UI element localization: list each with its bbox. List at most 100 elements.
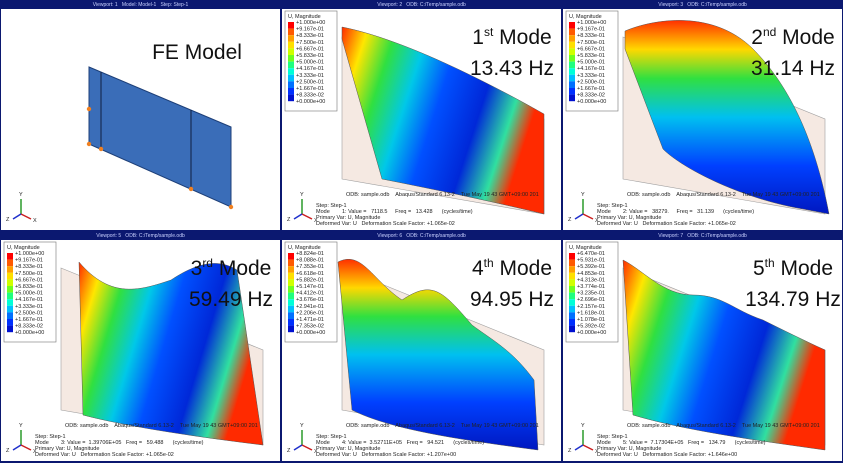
legend-swatch bbox=[569, 260, 575, 267]
legend-value: +2.206e-01 bbox=[296, 310, 324, 316]
viewport-grid: Viewport: 1 Model: Model-1 Step: Step-1F… bbox=[0, 0, 843, 463]
viewport-canvas: FE Model Y Z X bbox=[1, 9, 280, 230]
legend-swatch bbox=[288, 42, 294, 49]
legend-swatch bbox=[569, 88, 575, 95]
triad-label: Z bbox=[568, 217, 572, 223]
legend-swatch bbox=[288, 279, 294, 286]
mode-word: Mode bbox=[782, 26, 835, 49]
legend-swatch bbox=[288, 299, 294, 306]
frequency: 94.95 Hz bbox=[470, 288, 554, 311]
viewport-canvas: U, Magnitude+1.000e+00+9.167e-01+8.333e-… bbox=[282, 9, 561, 230]
legend-swatch bbox=[569, 312, 575, 319]
legend-swatch bbox=[569, 279, 575, 286]
legend-value: +1.078e-01 bbox=[577, 317, 605, 323]
triad-x bbox=[302, 445, 312, 450]
deformed-var: Deformed Var: U Deformation Scale Factor… bbox=[35, 452, 174, 458]
triad-z bbox=[13, 214, 21, 219]
triad-label: X bbox=[33, 449, 37, 455]
legend-swatch bbox=[569, 253, 575, 260]
triad-label: Y bbox=[300, 423, 304, 429]
legend-value: +7.353e-01 bbox=[296, 264, 324, 270]
viewport: Viewport: 3 ODB: C:/Temp/sample.odb U, Ma… bbox=[563, 1, 842, 230]
mode-label: 2nd Mode bbox=[751, 25, 834, 49]
legend-value: +0.000e+00 bbox=[577, 330, 606, 336]
legend-swatch bbox=[7, 286, 13, 293]
legend: U, Magnitude+1.000e+00+9.167e-01+8.333e-… bbox=[4, 242, 56, 342]
triad-label: Z bbox=[287, 448, 291, 454]
legend-value: +1.667e-01 bbox=[296, 86, 324, 92]
panel-label: FE Model bbox=[152, 41, 242, 64]
title-bar: Viewport: 5 ODB: C:/Temp/sample.odb bbox=[1, 232, 280, 240]
legend-value: +8.088e-01 bbox=[296, 258, 324, 264]
mode-ordinal: 2 bbox=[751, 26, 763, 49]
legend-swatch bbox=[7, 279, 13, 286]
legend-swatch bbox=[569, 35, 575, 42]
legend-value: +5.392e-01 bbox=[577, 264, 605, 270]
legend-value: +3.333e-01 bbox=[577, 73, 605, 79]
legend-swatch bbox=[7, 253, 13, 260]
triad-label: X bbox=[314, 218, 318, 224]
deformed-var: Deformed Var: U Deformation Scale Factor… bbox=[597, 452, 737, 458]
title-bar: Viewport: 3 ODB: C:/Temp/sample.odb bbox=[563, 1, 842, 9]
legend-value: +4.412e-01 bbox=[296, 291, 324, 297]
triad-z bbox=[575, 445, 583, 450]
legend-value: +2.157e-01 bbox=[577, 304, 605, 310]
deformed-var: Deformed Var: U Deformation Scale Factor… bbox=[316, 452, 456, 458]
fe-boundary-node bbox=[87, 142, 91, 146]
triad-z bbox=[294, 445, 302, 450]
odb-line: ODB: sample.odb Abaqus/Standard 6.13-2 T… bbox=[65, 423, 258, 429]
mode-word: Mode bbox=[499, 26, 552, 49]
legend-value: +1.000e+00 bbox=[577, 20, 606, 26]
mode-ordinal: 5 bbox=[753, 257, 765, 280]
legend-value: +8.333e-01 bbox=[296, 33, 324, 39]
triad-label: Y bbox=[19, 192, 23, 198]
frequency: 59.49 Hz bbox=[189, 288, 273, 311]
legend-value: +6.667e-01 bbox=[296, 46, 324, 52]
legend-swatch bbox=[288, 266, 294, 273]
legend-value: +5.833e-01 bbox=[577, 53, 605, 59]
mode-word: Mode bbox=[500, 257, 553, 280]
legend-value: +6.667e-01 bbox=[15, 277, 43, 283]
legend-swatch bbox=[288, 81, 294, 88]
triad-label: Z bbox=[6, 448, 10, 454]
viewport-canvas: U, Magnitude+6.470e-01+5.931e-01+5.392e-… bbox=[563, 240, 842, 461]
triad-label: Y bbox=[19, 423, 23, 429]
legend-value: +0.000e+00 bbox=[577, 99, 606, 105]
fe-boundary-node bbox=[87, 107, 91, 111]
legend-swatch bbox=[288, 306, 294, 313]
legend-swatch bbox=[569, 29, 575, 36]
title-bar: Viewport: 2 ODB: C:/Temp/sample.odb bbox=[282, 1, 561, 9]
legend-swatch bbox=[569, 319, 575, 326]
legend-swatch bbox=[569, 326, 575, 333]
mode-word: Mode bbox=[219, 257, 272, 280]
mode-ordinal: 1 bbox=[472, 26, 484, 49]
triad-label: Z bbox=[6, 217, 10, 223]
legend-value: +4.167e-01 bbox=[296, 66, 324, 72]
legend-value: +8.333e-01 bbox=[577, 33, 605, 39]
legend-swatch bbox=[569, 42, 575, 49]
legend-swatch bbox=[288, 273, 294, 280]
triad-x bbox=[21, 445, 31, 450]
legend-value: +5.931e-01 bbox=[577, 258, 605, 264]
legend-swatch bbox=[288, 260, 294, 267]
triad-label: X bbox=[33, 218, 37, 224]
deformed-shape bbox=[342, 27, 544, 214]
mode-ordinal: 4 bbox=[472, 257, 484, 280]
legend-value: +8.824e-01 bbox=[296, 251, 324, 257]
legend-swatch bbox=[569, 95, 575, 102]
legend-swatch bbox=[569, 299, 575, 306]
legend: U, Magnitude+1.000e+00+9.167e-01+8.333e-… bbox=[566, 11, 618, 111]
legend-value: +4.167e-01 bbox=[577, 66, 605, 72]
fe-plate bbox=[89, 67, 231, 207]
legend-value: +1.000e+00 bbox=[15, 251, 44, 257]
legend-value: +6.470e-01 bbox=[577, 251, 605, 257]
legend-value: +8.333e-02 bbox=[577, 93, 605, 99]
legend-swatch bbox=[569, 293, 575, 300]
legend-value: +0.000e+00 bbox=[296, 99, 325, 105]
mode-suffix: nd bbox=[763, 25, 776, 39]
